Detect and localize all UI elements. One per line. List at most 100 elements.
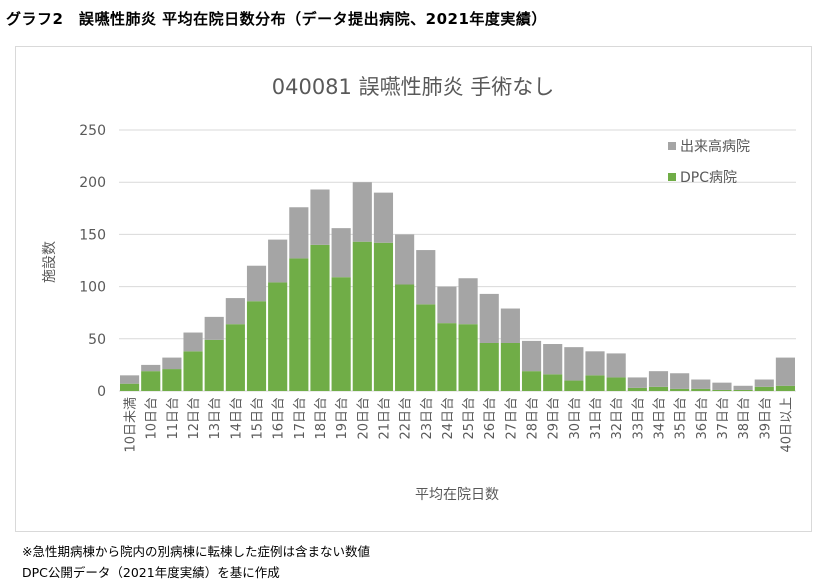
bar-dpc xyxy=(141,371,161,391)
x-tick-label: 15日台 xyxy=(251,397,266,440)
bar-dpc xyxy=(775,385,795,391)
bar-dekidaka xyxy=(458,278,478,325)
bar-dekidaka xyxy=(564,347,584,381)
x-tick-label: 12日台 xyxy=(187,397,202,440)
bar-dekidaka xyxy=(437,286,457,324)
bar-dpc xyxy=(120,383,140,391)
x-tick-label: 29日台 xyxy=(547,397,562,440)
x-tick-label: 13日台 xyxy=(208,397,223,440)
x-tick-label: 20日台 xyxy=(356,397,371,440)
x-tick-label: 27日台 xyxy=(504,397,519,440)
bar-dekidaka xyxy=(585,351,605,376)
x-tick-label: 34日台 xyxy=(652,397,667,440)
x-tick-label: 26日台 xyxy=(483,397,498,440)
bar-dpc xyxy=(712,389,732,391)
bar-dpc xyxy=(162,369,182,391)
bar-dpc xyxy=(479,342,499,391)
x-tick-label: 38日台 xyxy=(737,397,752,440)
bar-dpc xyxy=(543,374,563,391)
bar-dekidaka xyxy=(183,332,203,352)
bar-dpc xyxy=(183,351,203,391)
note-1: ※急性期病棟から院内の別病棟に転棟した症例は含まない数値 xyxy=(22,544,370,559)
note-2: DPC公開データ（2021年度実績）を基に作成 xyxy=(22,565,280,580)
bar-dekidaka xyxy=(310,189,330,245)
bar-dekidaka xyxy=(648,371,669,387)
bar-dekidaka xyxy=(543,344,563,375)
bar-dpc xyxy=(500,342,520,391)
chart-title: 040081 誤嚥性肺炎 手術なし xyxy=(272,75,555,99)
bar-dekidaka xyxy=(712,382,732,390)
bar-dekidaka xyxy=(606,353,626,378)
bar-dekidaka xyxy=(331,228,351,278)
x-tick-label: 31日台 xyxy=(589,397,604,440)
bar-dekidaka xyxy=(120,375,140,384)
y-tick-label: 0 xyxy=(97,384,106,400)
bar-dekidaka xyxy=(691,379,711,389)
bar-dekidaka xyxy=(352,182,372,242)
bar-dekidaka xyxy=(204,316,224,340)
x-tick-label: 16日台 xyxy=(272,397,287,440)
bar-dekidaka xyxy=(500,308,520,343)
bar-dekidaka xyxy=(289,207,309,259)
bar-dekidaka xyxy=(162,357,182,370)
x-tick-label: 10日台 xyxy=(145,397,160,440)
bar-dpc xyxy=(691,388,711,391)
x-axis-title: 平均在院日数 xyxy=(415,487,499,503)
bar-dekidaka xyxy=(775,357,795,386)
bar-dekidaka xyxy=(479,293,499,343)
bar-dpc xyxy=(416,304,436,391)
bar-dekidaka xyxy=(395,234,415,285)
x-tick-label: 10日未満 xyxy=(124,397,139,453)
x-tick-label: 17日台 xyxy=(293,397,308,440)
x-tick-label: 30日台 xyxy=(568,397,583,440)
bar-dpc xyxy=(437,323,457,391)
x-tick-label: 40日以上 xyxy=(779,397,794,453)
x-tick-label: 36日台 xyxy=(695,397,710,440)
bar-dpc xyxy=(204,339,224,391)
x-tick-label: 11日台 xyxy=(166,397,181,440)
bar-dekidaka xyxy=(521,340,542,372)
legend-label: DPC病院 xyxy=(680,170,737,186)
bar-dpc xyxy=(627,387,647,391)
bar-dpc xyxy=(352,241,372,391)
x-tick-label: 18日台 xyxy=(314,397,329,440)
y-tick-label: 50 xyxy=(88,332,106,348)
x-tick-label: 24日台 xyxy=(441,397,456,440)
bar-dpc xyxy=(521,371,542,391)
bar-dpc xyxy=(564,380,584,391)
x-tick-label: 19日台 xyxy=(335,397,350,440)
x-tick-label: 14日台 xyxy=(229,397,244,440)
bar-dpc xyxy=(310,244,330,391)
x-tick-label: 35日台 xyxy=(674,397,689,440)
y-tick-label: 150 xyxy=(79,227,106,243)
x-tick-label: 22日台 xyxy=(399,397,414,440)
bar-dpc xyxy=(670,388,690,391)
x-tick-label: 33日台 xyxy=(631,397,646,440)
x-tick-label: 37日台 xyxy=(716,397,731,440)
bar-dpc xyxy=(225,324,245,391)
bar-dpc xyxy=(648,386,669,391)
bar-dpc xyxy=(585,375,605,391)
heading: グラフ2 誤嚥性肺炎 平均在院日数分布（データ提出病院、2021年度実績） xyxy=(6,10,547,28)
bar-dekidaka xyxy=(754,379,774,387)
bar-dpc xyxy=(331,277,351,391)
y-tick-label: 100 xyxy=(79,280,106,296)
bar-dpc xyxy=(373,242,394,391)
bar-dpc xyxy=(246,301,267,391)
y-tick-label: 250 xyxy=(79,123,106,139)
bar-dpc xyxy=(754,386,774,391)
bar-dekidaka xyxy=(627,377,647,388)
bar-dekidaka xyxy=(268,239,288,283)
y-axis-title: 施設数 xyxy=(42,241,58,283)
x-tick-label: 21日台 xyxy=(377,397,392,440)
x-tick-label: 32日台 xyxy=(610,397,625,440)
x-tick-label: 23日台 xyxy=(420,397,435,440)
bar-dpc xyxy=(268,282,288,391)
bar-dekidaka xyxy=(246,265,267,302)
bar-dekidaka xyxy=(373,192,394,243)
bar-dekidaka xyxy=(733,385,753,390)
legend-label: 出来高病院 xyxy=(680,138,750,155)
legend-swatch xyxy=(668,142,676,150)
x-tick-label: 28日台 xyxy=(526,397,541,440)
bar-dpc xyxy=(733,389,753,391)
